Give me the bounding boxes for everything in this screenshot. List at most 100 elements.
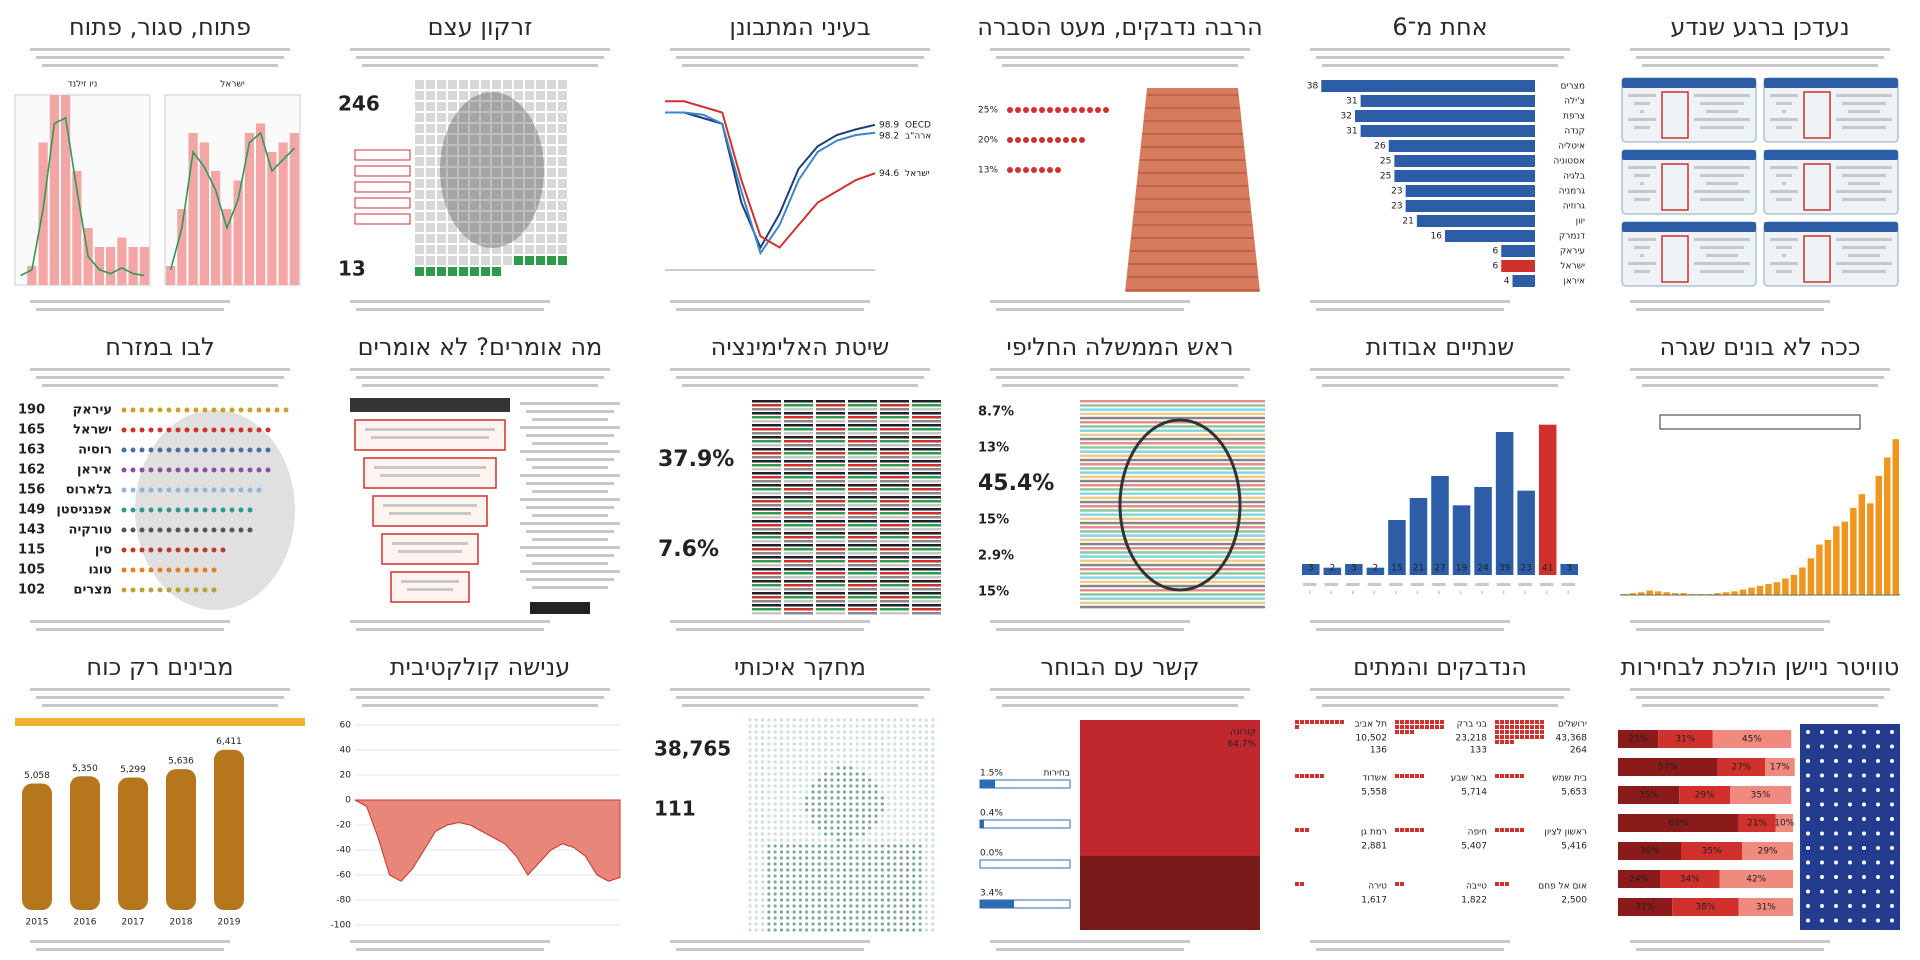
text-cell [752, 572, 781, 575]
dot [767, 928, 771, 932]
cell [514, 190, 523, 199]
dot [779, 760, 784, 764]
card-highlight [1803, 235, 1831, 283]
city-cases: 5,714 [1461, 788, 1487, 798]
text-cell [912, 512, 941, 515]
dot [748, 910, 752, 914]
text-cell [848, 440, 877, 443]
text-cell [912, 432, 941, 435]
dot [754, 892, 758, 896]
dot [817, 880, 821, 884]
dot [1055, 107, 1061, 113]
dot [874, 736, 878, 740]
dot [836, 838, 840, 842]
cell [492, 168, 501, 177]
dot [754, 886, 758, 890]
text-placeholder [356, 948, 544, 951]
dot [931, 850, 935, 854]
bar [1394, 155, 1535, 167]
dot [811, 736, 815, 740]
cell [525, 179, 534, 188]
dot [899, 928, 903, 932]
text-cell [784, 444, 813, 447]
dot [817, 892, 821, 896]
dot [899, 724, 903, 728]
text-cell [816, 516, 845, 519]
dot [773, 874, 777, 878]
text-cell [752, 408, 781, 411]
dot [792, 724, 796, 728]
dot [918, 874, 922, 878]
cell [470, 256, 479, 265]
bar [1807, 558, 1815, 595]
cell [503, 223, 512, 232]
dot [824, 904, 828, 908]
item-label: עיראק [73, 403, 112, 418]
dot [918, 928, 922, 932]
city-deaths: 133 [1470, 746, 1487, 756]
dot [842, 742, 847, 746]
dot [805, 814, 809, 818]
dot [130, 427, 136, 433]
dot [830, 856, 834, 860]
bar-value: 25 [1380, 157, 1391, 167]
text-placeholder [1636, 948, 1824, 951]
text-cell [848, 568, 877, 571]
dot [887, 766, 891, 770]
dot [830, 892, 834, 896]
dot [767, 874, 771, 878]
y-tick-label: -40 [336, 846, 351, 856]
dot [912, 832, 916, 836]
dot [874, 916, 878, 920]
text-cell [784, 440, 813, 443]
bottle-label: 6,411 [216, 737, 242, 747]
year: 2019 [218, 918, 241, 928]
card-header [1764, 150, 1898, 160]
dot [229, 427, 235, 433]
big-number: 7.6% [658, 537, 719, 562]
star [1890, 875, 1894, 879]
text-placeholder [1330, 591, 1333, 594]
dot [773, 778, 777, 782]
dot [202, 587, 208, 593]
dot [924, 802, 928, 806]
text-line [1080, 530, 1265, 533]
dot [256, 487, 262, 493]
text-placeholder [532, 442, 608, 445]
text-placeholder [1346, 583, 1360, 586]
dot [924, 742, 928, 746]
text-cell [880, 568, 909, 571]
dot [855, 850, 859, 854]
text-cell [848, 476, 877, 479]
dot [761, 928, 765, 932]
cell [448, 91, 457, 100]
dot [842, 724, 847, 728]
dot [861, 826, 865, 830]
panel: ככה לא בונים שגרה [1620, 333, 1900, 631]
dot [754, 718, 758, 722]
text-placeholder [1316, 308, 1504, 311]
bar [1841, 521, 1849, 595]
dot [754, 898, 758, 902]
dot [830, 760, 834, 764]
dot [842, 820, 847, 824]
dot [786, 742, 790, 746]
dot [918, 922, 922, 926]
text-cell [880, 456, 909, 459]
dot [830, 802, 834, 806]
card-header [1764, 78, 1898, 88]
dot [912, 898, 916, 902]
dot [824, 802, 828, 806]
dot [887, 892, 891, 896]
dot [924, 754, 928, 758]
block [1535, 735, 1539, 739]
dot [912, 772, 916, 776]
text-placeholder [1770, 190, 1798, 193]
block [1400, 725, 1404, 729]
dot [893, 886, 897, 890]
text-line [1080, 597, 1265, 600]
dot [148, 407, 154, 413]
block [1400, 720, 1404, 724]
text-cell [912, 428, 941, 431]
